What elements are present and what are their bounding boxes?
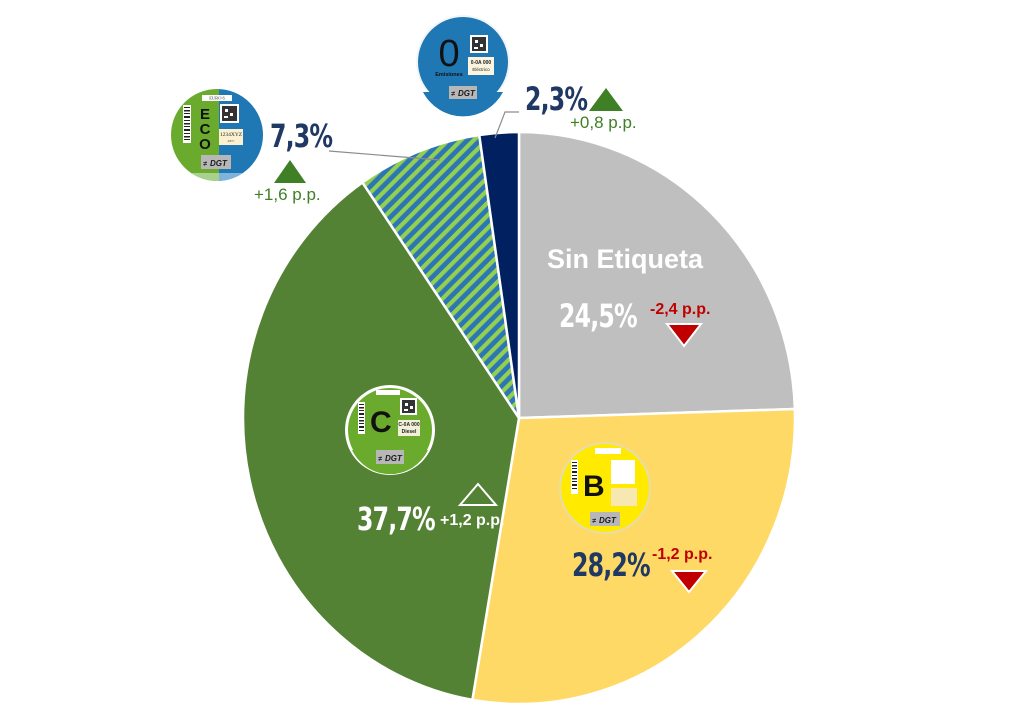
svg-text:DGT: DGT	[599, 516, 617, 525]
svg-text:DGT: DGT	[385, 454, 403, 463]
svg-text:B: B	[583, 470, 605, 503]
slice-sin-etiqueta	[517, 130, 797, 420]
svg-text:C-0A 000: C-0A 000	[398, 422, 419, 428]
svg-text:≠: ≠	[592, 518, 596, 525]
b-pct: 28,2%	[572, 546, 651, 584]
badge-c-icon: C C-0A 000 Diesel ≠ DGT	[345, 385, 435, 475]
eco-up-arrow-icon	[274, 160, 306, 183]
sin-etiqueta-change: -2,4 p.p.	[650, 301, 711, 318]
svg-text:DGT: DGT	[458, 89, 476, 98]
svg-text:Eléctrico: Eléctrico	[472, 67, 490, 72]
svg-text:≠: ≠	[203, 161, 207, 168]
svg-text:C: C	[200, 121, 211, 138]
sin-etiqueta-label: Sin Etiqueta	[547, 244, 704, 274]
sin-etiqueta-pct: 24,5%	[559, 297, 638, 335]
svg-text:0-0A 000: 0-0A 000	[471, 60, 492, 66]
svg-text:Diesel: Diesel	[402, 429, 417, 435]
cero-up-arrow-icon	[589, 88, 623, 111]
eco-leader-line	[328, 150, 441, 161]
slice-eco	[361, 133, 521, 420]
svg-text:O: O	[199, 136, 211, 153]
badge-eco-icon: EURO 6 E C O 1234XYZ REV ≠ DGT	[171, 89, 263, 181]
svg-text:REV: REV	[228, 139, 235, 143]
eco-pct: 7,3%	[270, 117, 333, 155]
eco-change: +1,6 p.p.	[254, 185, 321, 204]
svg-text:Emisiones: Emisiones	[435, 72, 463, 78]
svg-text:E: E	[200, 106, 210, 123]
c-up-arrow-icon	[457, 482, 499, 506]
sin-etiqueta-down-arrow-icon	[664, 323, 704, 348]
c-pct: 37,7%	[357, 500, 436, 538]
b-change: -1,2 p.p.	[652, 546, 713, 563]
svg-text:DGT: DGT	[210, 159, 228, 168]
c-change: +1,2 p.p.	[440, 512, 505, 529]
badge-b-icon: B ≠ DGT	[559, 442, 651, 534]
svg-text:EURO 6: EURO 6	[209, 96, 225, 101]
cero-change: +0,8 p.p.	[570, 113, 637, 132]
slice-b	[471, 407, 797, 706]
slice-cero	[478, 130, 521, 420]
svg-text:0: 0	[438, 33, 459, 75]
b-down-arrow-icon	[669, 570, 709, 594]
badge-cero-icon: 0 Emisiones 0-0A 000 Eléctrico ≠ DGT	[416, 15, 510, 117]
svg-text:≠: ≠	[378, 456, 382, 463]
cero-pct: 2,3%	[525, 80, 588, 118]
svg-text:1234XYZ: 1234XYZ	[220, 132, 243, 138]
cero-leader-line	[494, 111, 519, 139]
svg-text:C: C	[370, 406, 392, 439]
svg-text:≠: ≠	[451, 91, 455, 98]
